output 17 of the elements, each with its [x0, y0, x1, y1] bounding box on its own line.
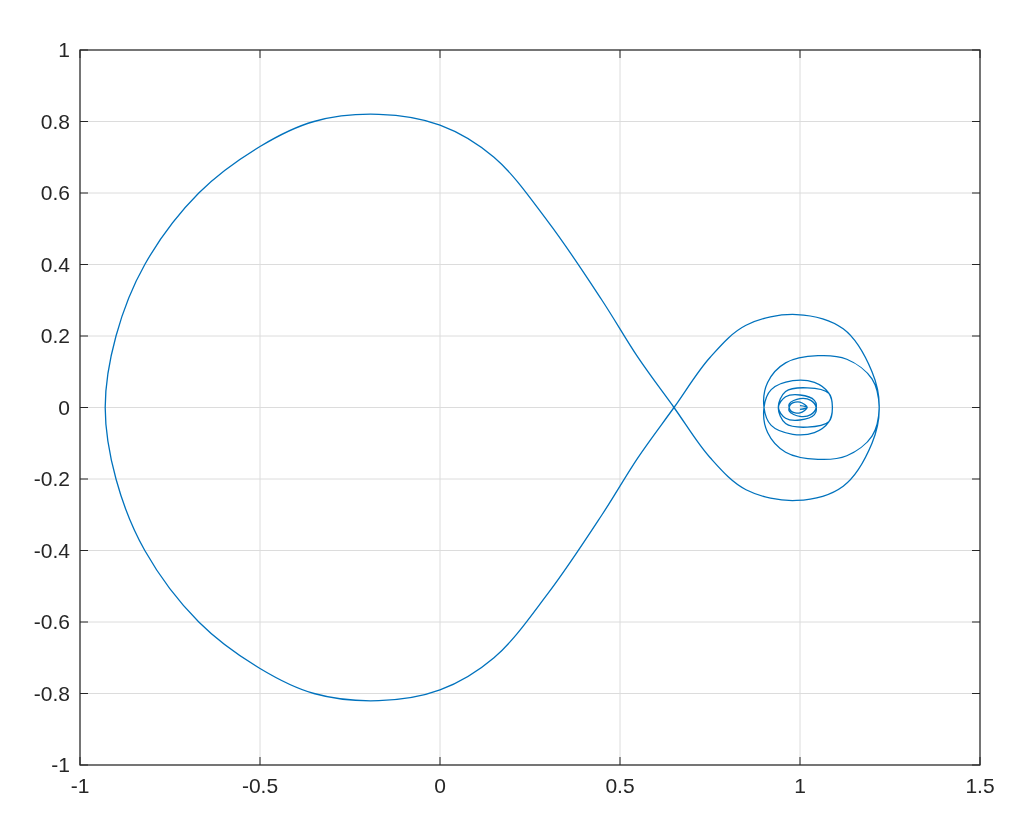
x-tick-label: -0.5	[241, 774, 279, 797]
y-tick-label: -0.4	[33, 538, 71, 562]
y-tick-label: -1	[51, 753, 70, 777]
y-tick-label: 0.4	[40, 252, 71, 276]
x-tick-label: 0.5	[605, 774, 635, 797]
y-tick-label: 1	[58, 38, 70, 62]
y-tick-label: 0	[58, 395, 70, 419]
x-tick-label: 1	[794, 774, 806, 797]
y-tick-label: 0.8	[40, 109, 70, 133]
x-tick-label: 1.5	[965, 774, 995, 797]
x-tick-label: 0	[434, 774, 446, 797]
y-tick-label: -0.8	[33, 681, 70, 705]
y-tick-label: -0.6	[33, 610, 70, 634]
y-tick-label: 0.6	[40, 181, 70, 205]
y-tick-label: 0.2	[40, 324, 70, 348]
line-series	[104, 113, 880, 702]
y-tick-label: -0.2	[33, 467, 70, 491]
